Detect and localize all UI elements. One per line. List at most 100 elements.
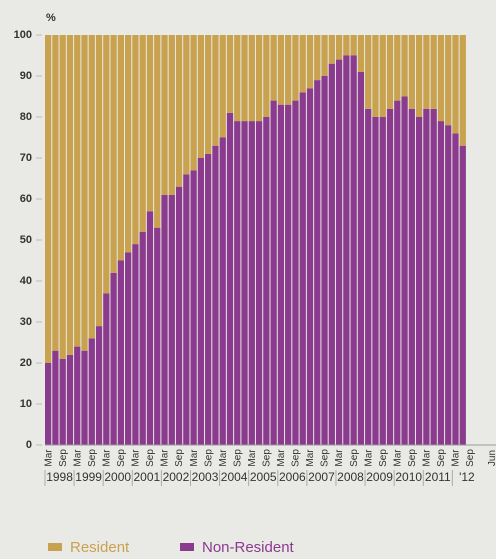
x-tick-label: Mar [43, 449, 54, 467]
x-tick-label: Mar [305, 449, 316, 467]
bar-segment [445, 125, 452, 445]
y-axis-label: % [46, 12, 56, 24]
bar-segment [343, 55, 350, 445]
bar-segment [117, 35, 125, 261]
bar-segment [408, 35, 415, 109]
bar-segment [386, 35, 394, 109]
bar-segment [452, 133, 459, 445]
bar-segment [335, 35, 343, 60]
bar-segment [183, 174, 190, 445]
year-label: 2005 [250, 470, 277, 484]
year-label: 2003 [192, 470, 219, 484]
bar-segment [408, 108, 415, 446]
bar-segment [205, 153, 212, 445]
bar-segment [415, 35, 423, 117]
y-tick-label: 20 [20, 357, 32, 369]
bar-segment [437, 35, 445, 122]
bar-segment [372, 117, 379, 445]
bar-segment [379, 117, 386, 445]
bar-segment [401, 35, 408, 97]
bar-segment [110, 272, 117, 445]
bar-segment [154, 35, 161, 228]
bar-segment [459, 35, 466, 146]
bar-segment [139, 35, 146, 232]
x-tick-label: Sep [232, 449, 243, 467]
bar-segment [190, 170, 197, 446]
bar-segment [248, 35, 255, 122]
x-tick-label: Sep [378, 449, 389, 467]
bar-segment [277, 104, 285, 445]
bar-segment [175, 186, 183, 445]
y-tick-label: 10 [20, 398, 32, 410]
bar-segment [277, 35, 285, 105]
bar-segment [45, 35, 52, 363]
bar-segment [161, 35, 168, 195]
x-tick-label: Mar [247, 449, 258, 467]
y-tick-label: 70 [20, 152, 32, 164]
bar-segment [219, 137, 226, 445]
x-tick-label: Mar [131, 449, 142, 467]
bar-segment [103, 293, 110, 445]
bar-segment [321, 35, 328, 76]
x-tick-label: Mar [189, 449, 200, 467]
bar-segment [234, 35, 241, 122]
x-tick-label: Mar [72, 449, 83, 467]
bar-segment [452, 35, 459, 134]
bar-segment [248, 121, 255, 445]
bar-segment [146, 211, 154, 445]
legend-label: Non-Resident [202, 539, 295, 556]
bar-segment [95, 326, 103, 445]
bar-segment [321, 76, 328, 445]
y-tick-label: 60 [20, 193, 32, 205]
bar-segment [219, 35, 226, 138]
bar-segment [314, 35, 321, 81]
y-tick-label: 100 [14, 29, 32, 41]
bar-segment [197, 35, 205, 158]
bar-segment [117, 260, 125, 445]
bar-segment [168, 194, 175, 445]
x-tick-label: Sep [465, 449, 476, 467]
x-tick-label: Mar [160, 449, 171, 467]
legend-swatch [180, 543, 194, 551]
bar-segment [299, 92, 306, 446]
bar-segment [168, 35, 175, 195]
bar-segment [459, 145, 466, 445]
bar-segment [59, 358, 66, 445]
bar-segment [335, 59, 343, 445]
x-tick-label: Jun [487, 450, 496, 466]
bar-segment [299, 35, 306, 93]
year-label: 2004 [221, 470, 248, 484]
bar-segment [103, 35, 110, 294]
bar-segment [255, 121, 263, 445]
year-label: 2002 [163, 470, 190, 484]
x-tick-label: Mar [334, 449, 345, 467]
bar-segment [45, 363, 52, 445]
bar-segment [161, 194, 168, 445]
bar-segment [205, 35, 212, 154]
bar-segment [445, 35, 452, 126]
bar-segment [139, 231, 146, 445]
bar-segment [350, 35, 357, 56]
bar-segment [350, 55, 357, 445]
bar-segment [212, 35, 219, 146]
bar-segment [394, 100, 401, 445]
bar-segment [270, 100, 277, 445]
bar-segment [95, 35, 103, 327]
y-tick-label: 40 [20, 275, 32, 287]
year-label: 2000 [104, 470, 131, 484]
bar-segment [226, 112, 234, 446]
x-tick-label: Mar [392, 449, 403, 467]
bar-segment [74, 346, 81, 445]
y-tick-label: 0 [26, 439, 32, 451]
year-label: 2001 [133, 470, 160, 484]
bar-segment [241, 35, 248, 122]
bar-segment [357, 35, 365, 72]
bar-segment [241, 121, 248, 445]
bar-segment [306, 35, 314, 89]
x-tick-label: Mar [422, 449, 433, 467]
bar-segment [306, 88, 314, 446]
bar-segment [401, 96, 408, 445]
bar-segment [328, 63, 335, 445]
bar-segment [314, 80, 321, 445]
bar-segment [255, 35, 263, 122]
